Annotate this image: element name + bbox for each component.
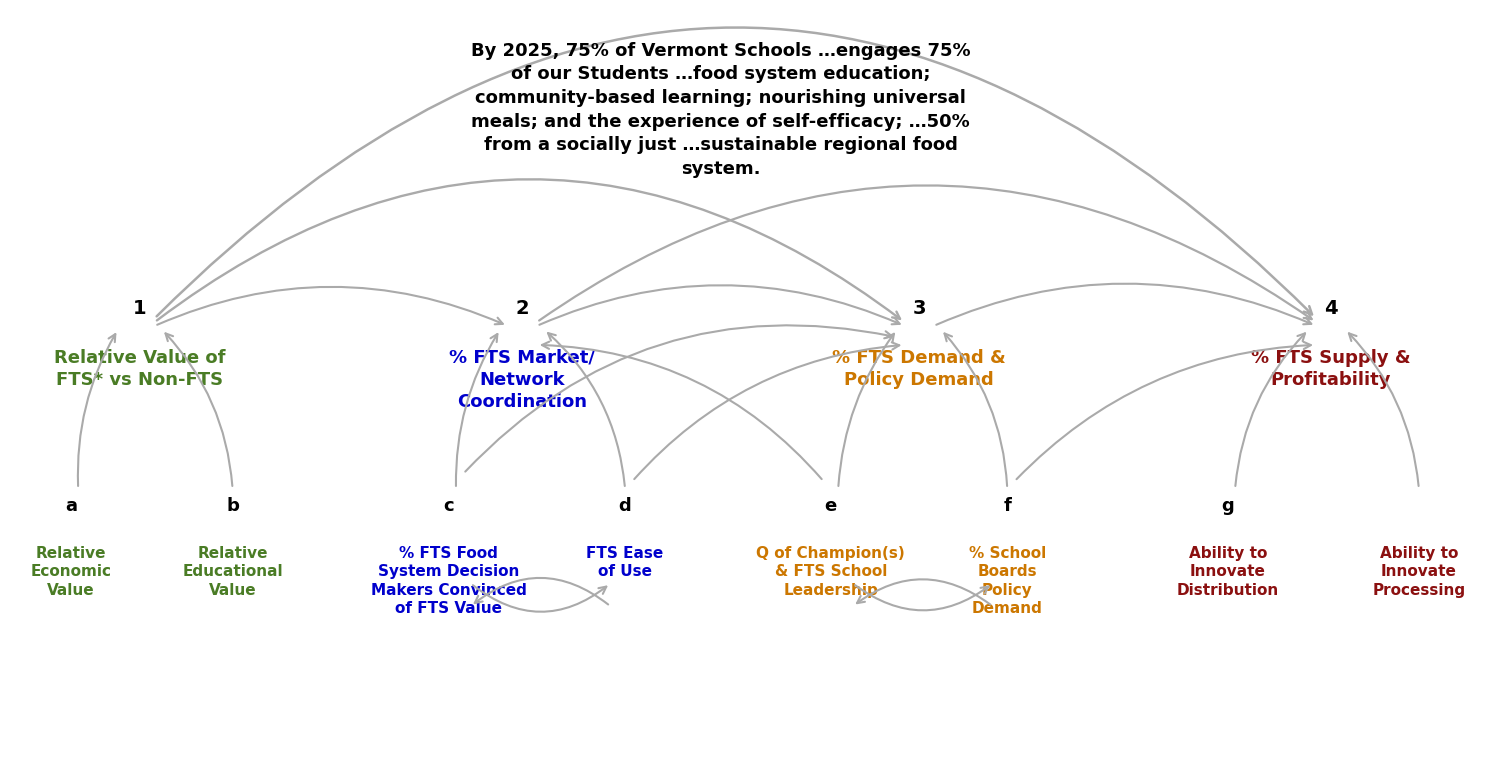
Text: % FTS Demand &
Policy Demand: % FTS Demand & Policy Demand [833,349,1007,389]
Text: a: a [64,497,76,516]
Text: Q of Champion(s)
& FTS School
Leadership: Q of Champion(s) & FTS School Leadership [756,546,904,598]
Text: % FTS Food
System Decision
Makers Convinced
of FTS Value: % FTS Food System Decision Makers Convin… [370,546,526,616]
Text: e: e [825,497,837,516]
Text: Relative
Economic
Value: Relative Economic Value [30,546,111,598]
Text: % FTS Supply &
Profitability: % FTS Supply & Profitability [1251,349,1410,389]
Text: 1: 1 [134,299,147,318]
Text: % FTS Market/
Network
Coordination: % FTS Market/ Network Coordination [448,349,596,411]
Text: 4: 4 [1324,299,1338,318]
Text: % School
Boards
Policy
Demand: % School Boards Policy Demand [969,546,1046,616]
Text: 3: 3 [912,299,926,318]
Text: Relative
Educational
Value: Relative Educational Value [182,546,284,598]
Text: d: d [618,497,632,516]
Text: Ability to
Innovate
Distribution: Ability to Innovate Distribution [1176,546,1280,598]
Text: c: c [444,497,454,516]
Text: b: b [226,497,238,516]
Text: Relative Value of
FTS* vs Non-FTS: Relative Value of FTS* vs Non-FTS [54,349,225,389]
Text: f: f [1004,497,1011,516]
Text: By 2025, 75% of Vermont Schools …engages 75%
of our Students …food system educat: By 2025, 75% of Vermont Schools …engages… [471,42,970,178]
Text: Ability to
Innovate
Processing: Ability to Innovate Processing [1372,546,1466,598]
Text: 2: 2 [516,299,530,318]
Text: FTS Ease
of Use: FTS Ease of Use [586,546,663,579]
Text: g: g [1221,497,1234,516]
